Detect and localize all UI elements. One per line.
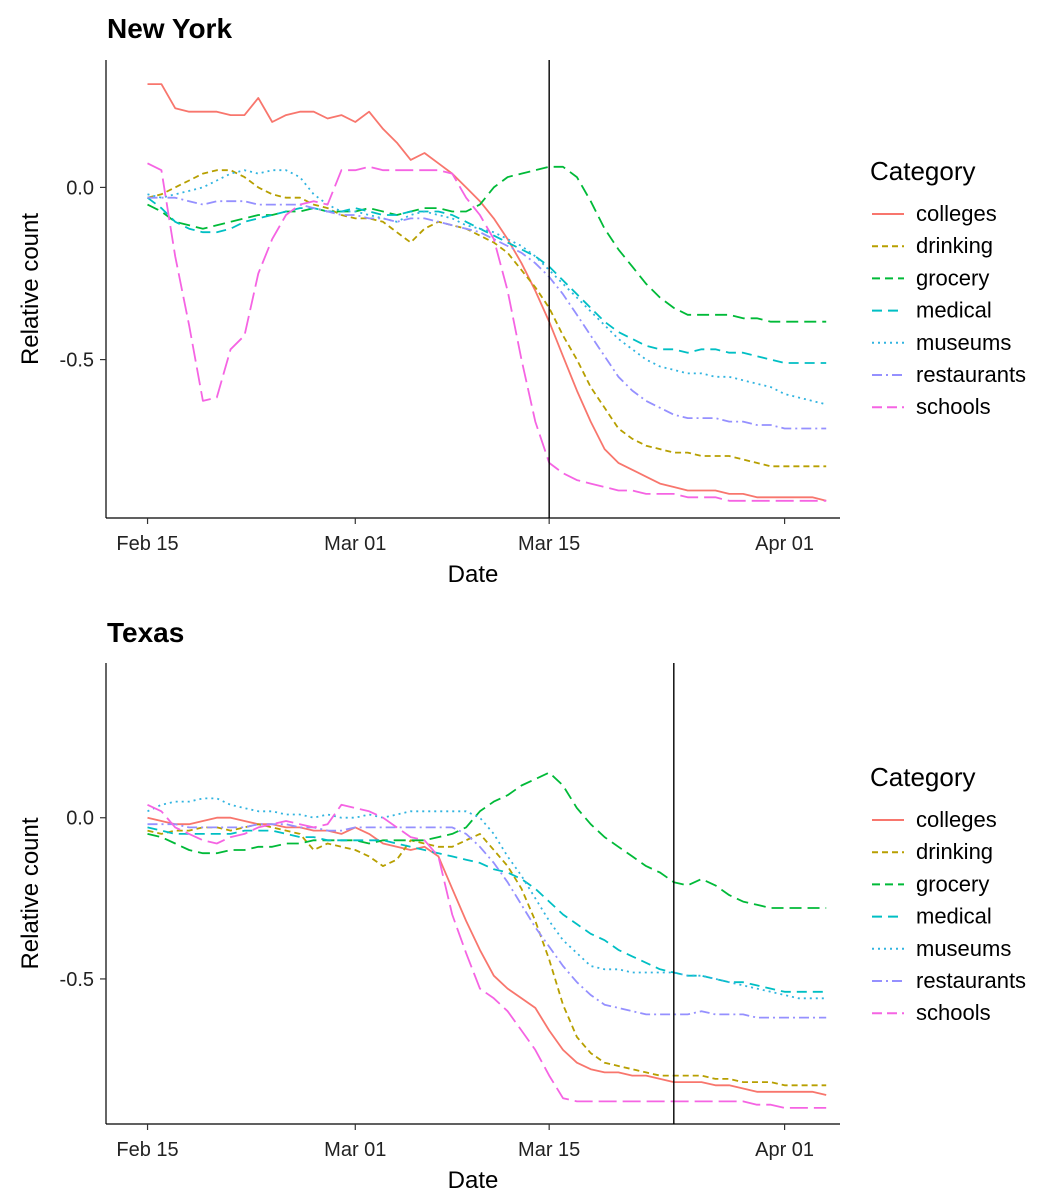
chart-texas: Texas Feb 15 Mar 01 Mar 15 Apr 01 0.0 -0.5 Dat… (17, 617, 1026, 1193)
series-line-museums (147, 169, 827, 406)
series-line-grocery (147, 165, 827, 323)
legend-label-grocery: grocery (916, 265, 989, 290)
x-tick-label: Feb 15 (116, 533, 178, 555)
y-tick-label: -0.5 (60, 969, 94, 991)
x-tick-label: Apr 01 (755, 533, 814, 555)
legend-label-drinking: drinking (916, 233, 993, 258)
series-line-grocery (147, 771, 827, 909)
x-tick-label: Mar 15 (518, 533, 580, 555)
series-line-restaurants (147, 823, 827, 1019)
y-axis-label: Relative count (17, 213, 44, 365)
series-line-drinking (147, 169, 827, 468)
legend-label-museums: museums (916, 936, 1011, 961)
y-axis-label: Relative count (17, 817, 44, 969)
series-line-colleges (147, 83, 827, 502)
y-tick-label: 0.0 (66, 808, 94, 830)
legend-label-schools: schools (916, 394, 991, 419)
x-axis-label: Date (448, 561, 499, 588)
legend-label-medical: medical (916, 904, 992, 929)
series-line-medical (146, 196, 827, 364)
legend-label-restaurants: restaurants (916, 968, 1026, 993)
series-line-restaurants (147, 196, 827, 430)
x-tick-label: Mar 15 (518, 1139, 580, 1161)
series-line-colleges (147, 816, 827, 1096)
chart-title: New York (107, 13, 232, 44)
legend-title: Category (870, 762, 976, 792)
legend-label-drinking: drinking (916, 839, 993, 864)
legend-label-restaurants: restaurants (916, 362, 1026, 387)
legend-label-colleges: colleges (916, 201, 997, 226)
legend-title: Category (870, 156, 976, 186)
chart-new-york: New York Feb 15 Mar 01 Mar 15 Apr 01 0.0 -0.5… (17, 13, 1026, 588)
series-line-medical (147, 826, 827, 993)
x-tick-label: Feb 15 (116, 1139, 178, 1161)
chart-title: Texas (107, 617, 184, 648)
legend-label-colleges: colleges (916, 807, 997, 832)
legend-label-medical: medical (916, 298, 992, 323)
x-tick-label: Mar 01 (324, 533, 386, 555)
series-line-schools (147, 803, 827, 1109)
y-tick-label: 0.0 (66, 177, 94, 199)
x-axis-label: Date (448, 1167, 499, 1193)
y-tick-label: -0.5 (60, 350, 94, 372)
series-line-drinking (147, 823, 827, 1087)
x-tick-label: Apr 01 (755, 1139, 814, 1161)
legend-label-museums: museums (916, 330, 1011, 355)
series-line-schools (147, 162, 827, 502)
legend-label-schools: schools (916, 1000, 991, 1025)
legend-label-grocery: grocery (916, 871, 989, 896)
x-tick-label: Mar 01 (324, 1139, 386, 1161)
series-line-museums (147, 797, 827, 1000)
